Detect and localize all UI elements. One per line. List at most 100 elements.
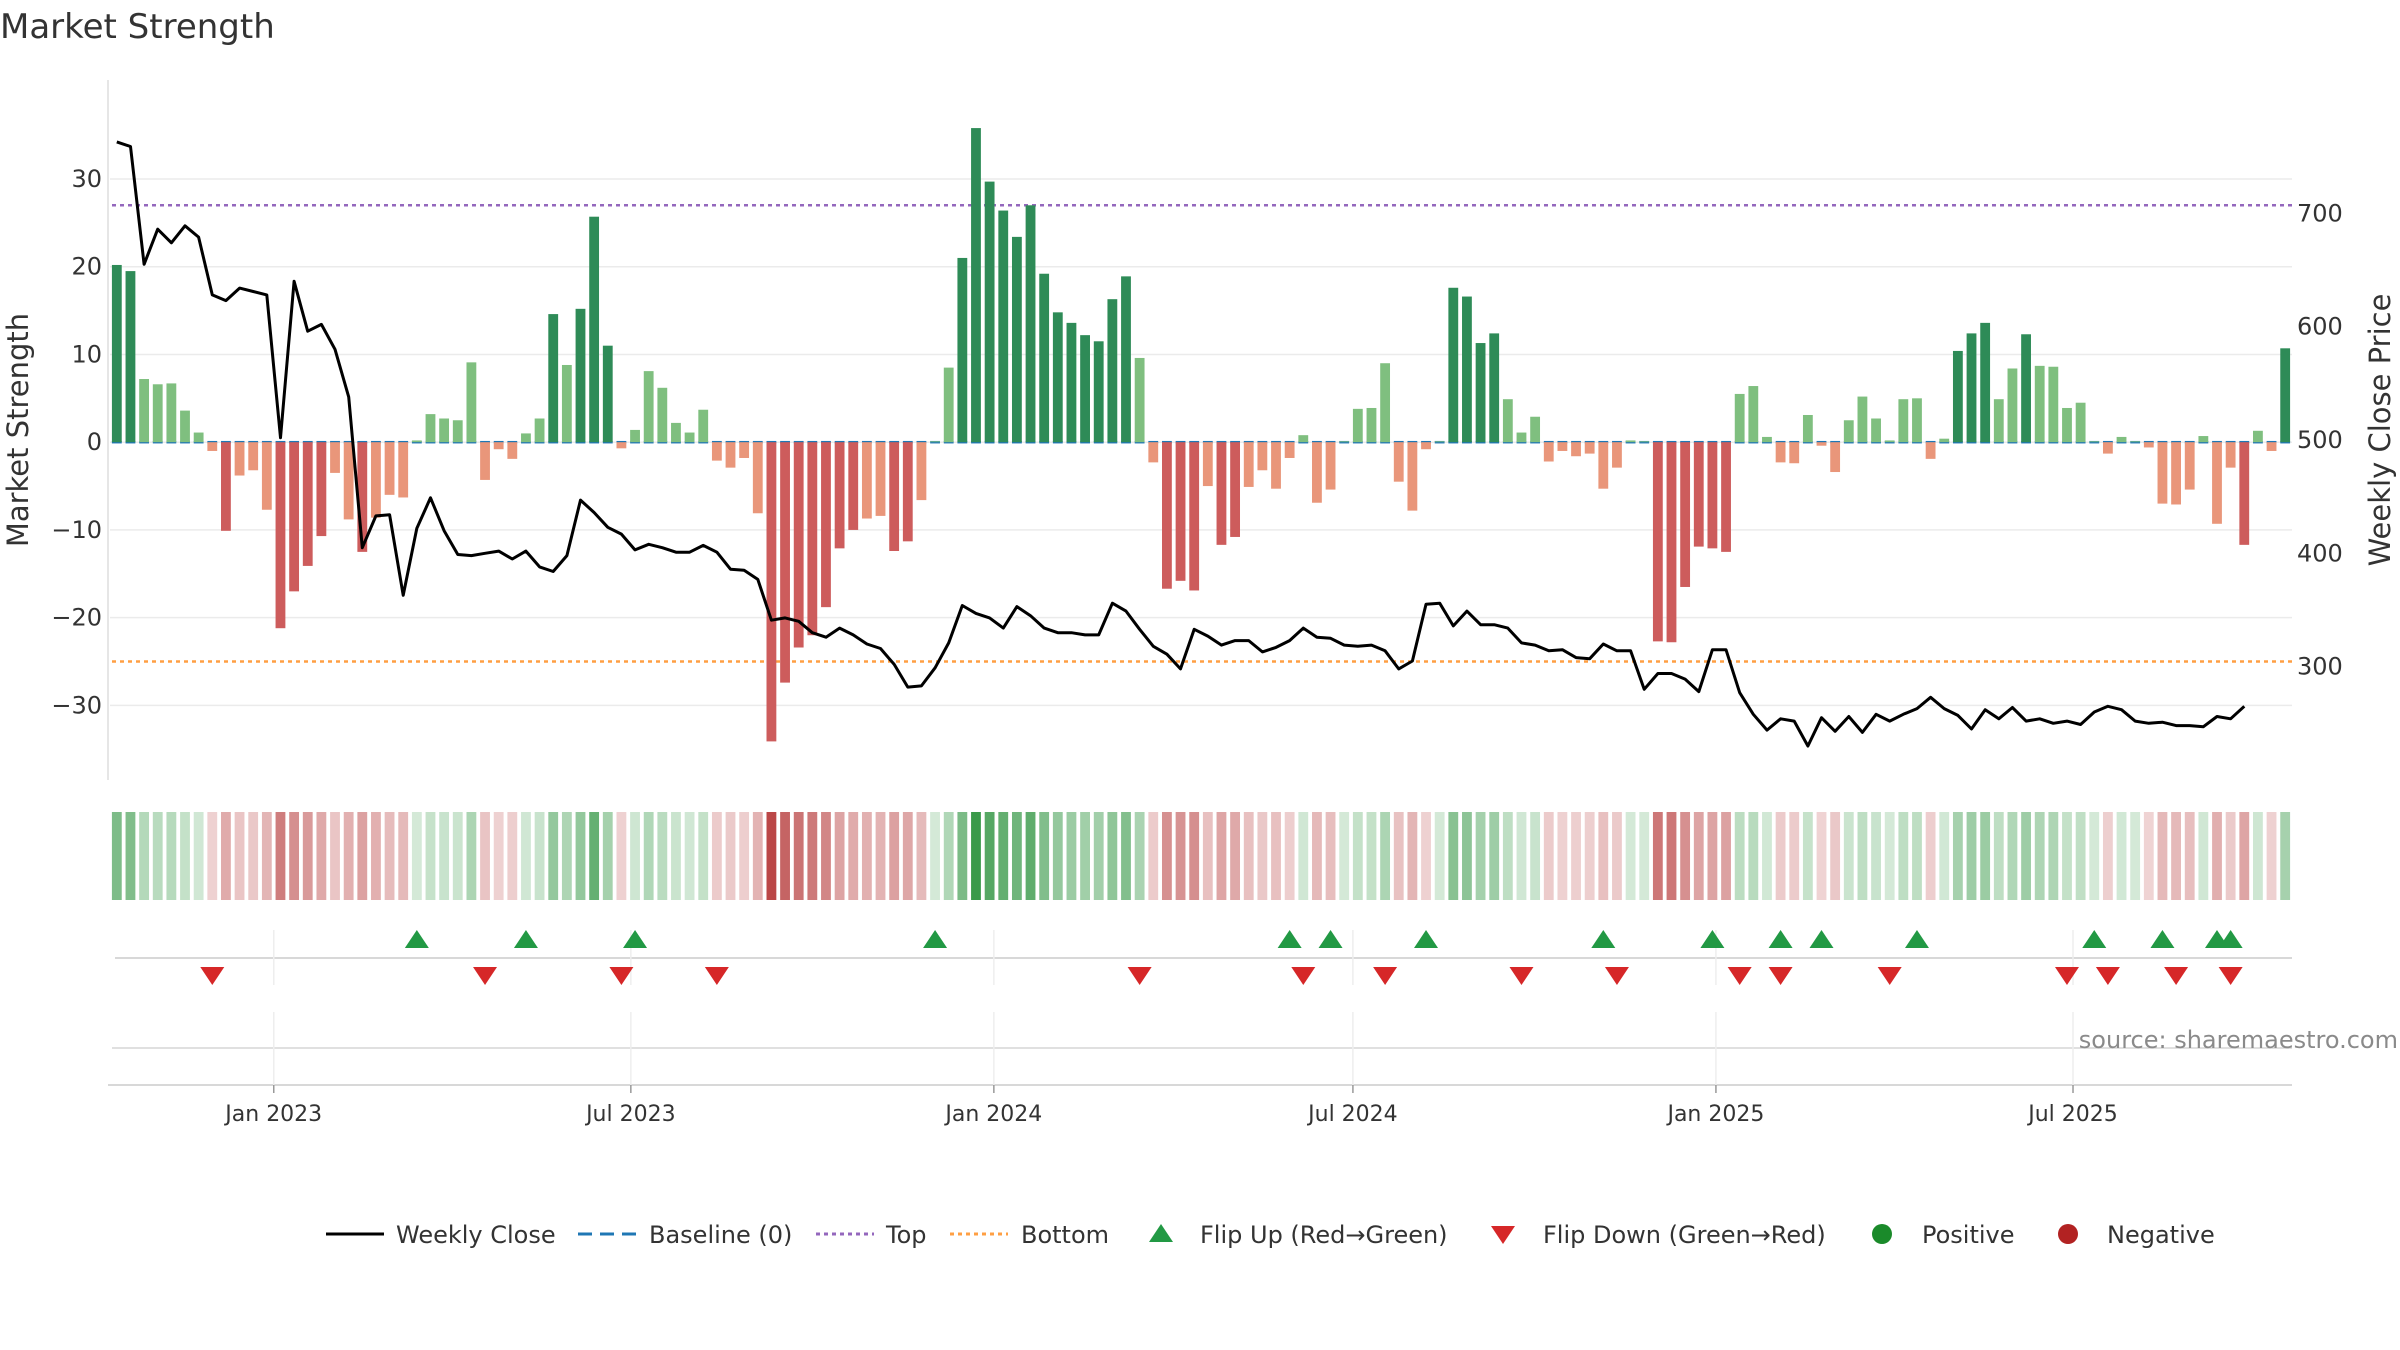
- strip-cell: [861, 812, 872, 900]
- legend-item-bottom: Bottom: [950, 1221, 1109, 1249]
- strip-cell: [1366, 812, 1377, 900]
- strength-bar: [752, 442, 763, 514]
- strip-cell: [371, 812, 381, 900]
- strength-bar: [1093, 341, 1104, 443]
- flip-up-marker: [1414, 930, 1439, 948]
- strip-cell: [1625, 812, 1636, 900]
- strength-bar: [2239, 442, 2250, 545]
- strip-cell: [1134, 812, 1145, 900]
- strength-bar: [1462, 296, 1472, 443]
- flip-up-marker: [404, 930, 429, 948]
- strength-bar: [1011, 236, 1022, 443]
- strip-cell: [2239, 812, 2250, 900]
- strength-bar: [152, 384, 163, 443]
- x-tick-label: Jul 2023: [584, 1102, 676, 1127]
- strength-bar: [902, 442, 913, 542]
- strength-bar: [2171, 442, 2181, 505]
- strip-cell: [1462, 812, 1472, 900]
- strip-cell: [1243, 812, 1254, 900]
- strength-bar: [2280, 348, 2291, 443]
- strength-bar: [1298, 435, 1309, 443]
- strength-bar: [1080, 335, 1090, 443]
- strength-bar: [1980, 322, 1991, 443]
- strip-cell: [711, 812, 722, 900]
- flip-up-marker: [1700, 930, 1725, 948]
- strip-cell: [2075, 812, 2086, 900]
- strip-cell: [1912, 812, 1922, 900]
- strength-bar: [1393, 442, 1404, 482]
- strip-cell: [357, 812, 368, 900]
- strip-cell: [180, 812, 190, 900]
- strip-cell: [752, 812, 763, 900]
- y-left-tick-label: 10: [71, 340, 102, 368]
- strength-bar: [2048, 366, 2059, 443]
- strength-bar: [493, 442, 504, 450]
- strength-bar: [166, 383, 177, 443]
- strip-cell: [2048, 812, 2059, 900]
- strip-cell: [1312, 812, 1322, 900]
- strip-cell: [1939, 812, 1950, 900]
- legend-label: Top: [885, 1221, 927, 1249]
- legend-label: Positive: [1922, 1221, 2015, 1249]
- strip-cell: [1571, 812, 1581, 900]
- strip-cell: [139, 812, 150, 900]
- strip-cell: [1530, 812, 1541, 900]
- strip-cell: [1066, 812, 1077, 900]
- strip-cell: [602, 812, 613, 900]
- legend-label: Weekly Close: [396, 1221, 556, 1249]
- strip-cell: [1584, 812, 1595, 900]
- strength-bar: [1571, 442, 1581, 457]
- strength-bar: [316, 442, 327, 537]
- strength-bar: [2198, 436, 2209, 443]
- strip-cell: [425, 812, 436, 900]
- strip-cell: [1080, 812, 1090, 900]
- strip-cell: [643, 812, 654, 900]
- strength-bar: [725, 442, 736, 468]
- strength-bar: [480, 442, 490, 480]
- strength-bar: [1652, 442, 1663, 642]
- strength-bar: [1039, 273, 1050, 443]
- flip-down-marker: [1127, 967, 1152, 985]
- strip-cell: [1352, 812, 1363, 900]
- flip-down-marker: [2054, 967, 2079, 985]
- strength-bar: [711, 442, 722, 461]
- strength-bar: [1066, 322, 1077, 443]
- strip-cell: [1639, 812, 1650, 900]
- strength-bar: [1052, 312, 1063, 443]
- strength-bar: [1612, 442, 1622, 468]
- strength-bar: [861, 442, 872, 519]
- strip-cell: [411, 812, 422, 900]
- strip-cell: [1666, 812, 1677, 900]
- strength-bar: [984, 181, 995, 443]
- strip-cell: [343, 812, 354, 900]
- strength-bar: [561, 364, 572, 443]
- strip-cell: [1107, 812, 1118, 900]
- strip-cell: [111, 812, 122, 900]
- strip-cell: [1543, 812, 1554, 900]
- strength-bar: [2089, 441, 2100, 443]
- strip-cell: [548, 812, 559, 900]
- strip-cell: [507, 812, 518, 900]
- strip-cell: [398, 812, 409, 900]
- strip-cell: [2007, 812, 2018, 900]
- strip-cell: [439, 812, 450, 900]
- reference-lines: [111, 204, 2292, 663]
- flip-down-marker: [2095, 967, 2120, 985]
- strip-cell: [1652, 812, 1663, 900]
- strip-cell: [1434, 812, 1445, 900]
- strength-bar: [2021, 334, 2031, 443]
- strip-cell: [1843, 812, 1854, 900]
- strip-cell: [1884, 812, 1895, 900]
- strip-cell: [1421, 812, 1431, 900]
- strip-cell: [316, 812, 327, 900]
- strip-cell: [1952, 812, 1963, 900]
- flip-down-marker: [1509, 967, 1534, 985]
- flip-down-marker: [1291, 967, 1316, 985]
- chart-title: Market Strength: [0, 7, 275, 47]
- strength-bar: [221, 442, 231, 531]
- strip-cell: [2089, 812, 2100, 900]
- strength-bar: [1871, 418, 1881, 443]
- strip-cell: [1925, 812, 1936, 900]
- strength-bar: [1121, 276, 1131, 443]
